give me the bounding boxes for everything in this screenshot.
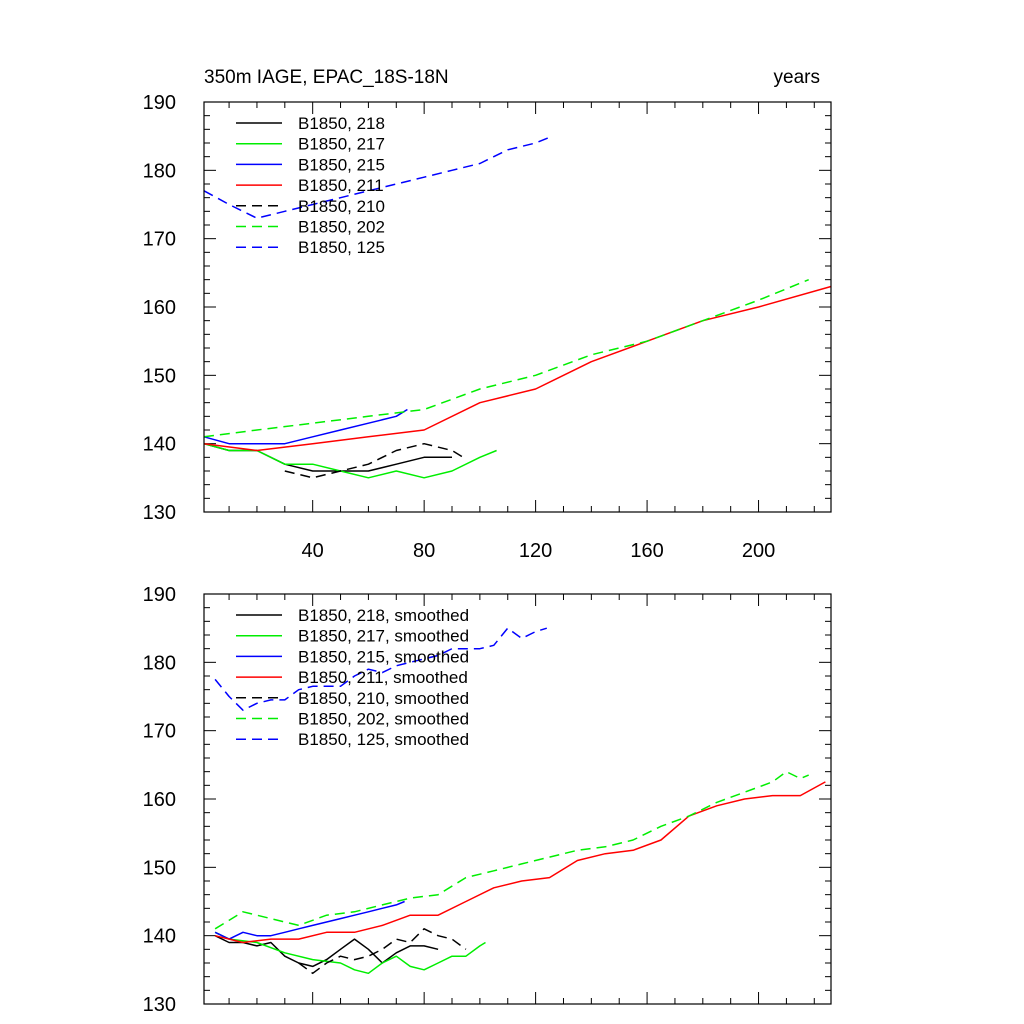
y-tick-label: 180: [143, 160, 176, 182]
series-line-5: [203, 279, 809, 438]
y-tick-label: 160: [143, 297, 176, 319]
series-line-3: [214, 781, 826, 944]
y-tick-label: 130: [143, 994, 176, 1016]
series-line-3: [203, 285, 832, 452]
legend-label: B1850, 217: [298, 135, 385, 154]
y-tick-label: 190: [143, 584, 176, 606]
y-tick-label: 130: [143, 502, 176, 524]
top-panel-frame: [203, 101, 832, 513]
legend-label: B1850, 215, smoothed: [298, 647, 469, 666]
x-tick-label: 80: [413, 540, 435, 562]
x-tick-label: 120: [519, 540, 552, 562]
bottom-panel-legend: B1850, 218, smoothed B1850, 217, smoothed…: [236, 606, 469, 749]
bottom-panel: 130 140 150 160 170 180 190 B1850, 218, smooth…: [143, 584, 832, 1016]
legend-label: B1850, 125, smoothed: [298, 730, 469, 749]
legend-label: B1850, 202: [298, 218, 385, 237]
series-line-6: [203, 135, 553, 219]
legend-label: B1850, 211, smoothed: [298, 668, 468, 687]
top-panel-series: [203, 135, 832, 479]
series-line-2: [214, 900, 405, 940]
legend-label: B1850, 210: [298, 197, 385, 216]
series-line-5: [214, 770, 809, 930]
x-tick-label: 40: [302, 540, 324, 562]
y-tick-label: 160: [143, 789, 176, 811]
legend-label: B1850, 218, smoothed: [298, 606, 469, 625]
y-tick-label: 180: [143, 652, 176, 674]
legend-label: B1850, 211: [298, 176, 384, 195]
series-line-6: [214, 627, 548, 711]
y-tick-label: 150: [143, 365, 176, 387]
y-tick-label: 170: [143, 721, 176, 743]
bottom-panel-series: [214, 627, 826, 975]
x-tick-label: 200: [742, 540, 775, 562]
y-tick-label: 140: [143, 434, 176, 456]
bottom-panel-frame: [203, 593, 832, 1005]
legend-label: B1850, 210, smoothed: [298, 689, 469, 708]
legend-label: B1850, 217, smoothed: [298, 627, 469, 646]
series-line-2: [203, 408, 408, 445]
series-line-4: [284, 442, 464, 479]
chart-title: 350m IAGE, EPAC_18S-18N: [204, 67, 449, 88]
y-tick-label: 150: [143, 857, 176, 879]
series-line-0: [214, 935, 439, 968]
y-tick-label: 170: [143, 229, 176, 251]
bottom-panel-ticks: 130 140 150 160 170 180 190: [143, 584, 831, 1016]
units-label: years: [774, 67, 820, 88]
series-line-1: [214, 931, 486, 975]
legend-label: B1850, 202, smoothed: [298, 710, 469, 729]
y-tick-label: 140: [143, 926, 176, 948]
legend-label: B1850, 218: [298, 114, 385, 133]
legend-label: B1850, 215: [298, 155, 385, 174]
x-tick-label: 160: [630, 540, 663, 562]
top-panel-ticks: 130 140 150 160 170 180 190 40 80 120 160 200: [143, 92, 831, 562]
y-tick-label: 190: [143, 92, 176, 114]
legend-label: B1850, 125: [298, 238, 385, 257]
top-panel: 350m IAGE, EPAC_18S-18N years 1301401501…: [143, 67, 832, 562]
series-line-4: [298, 928, 467, 975]
